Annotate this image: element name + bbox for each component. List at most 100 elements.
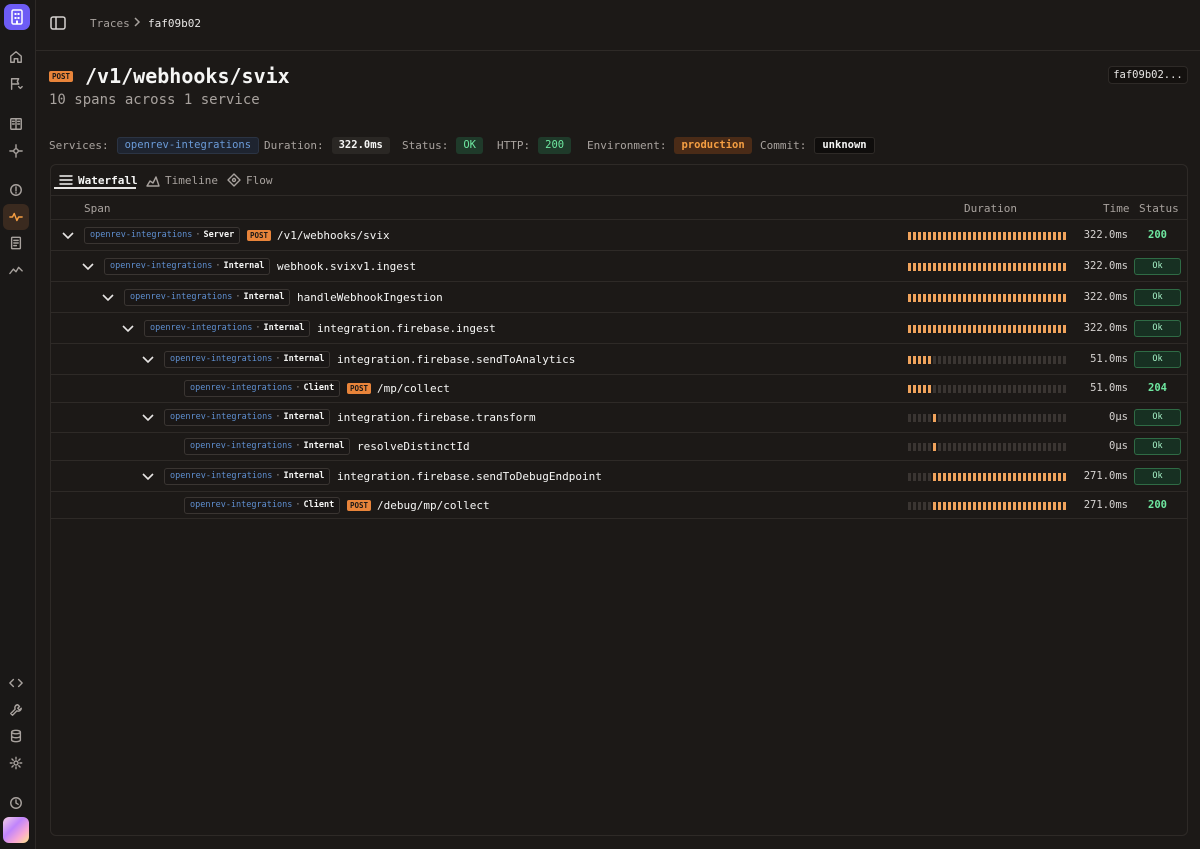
sidebar-toggle-icon[interactable] — [50, 16, 66, 30]
duration-bar-segment — [983, 325, 986, 333]
database-icon[interactable] — [6, 726, 26, 746]
duration-bar-segment — [958, 443, 961, 451]
duration-bar-segment — [913, 356, 916, 364]
duration-bar-segment — [1063, 356, 1066, 364]
span-row[interactable]: openrev-integrations · Internal webhook.svi… — [51, 251, 1187, 282]
duration-bar-segment — [978, 414, 981, 422]
flag-icon[interactable] — [6, 74, 26, 94]
span-row[interactable]: openrev-integrations · Client POST/debug/mp… — [51, 492, 1187, 519]
chevron-down-icon[interactable] — [141, 413, 155, 423]
tab-timeline[interactable]: Timeline — [146, 170, 218, 190]
duration-bar-segment — [923, 232, 926, 240]
environment-label: Environment: — [587, 139, 667, 152]
duration-bar-segment — [928, 385, 931, 393]
span-name: resolveDistinctId — [357, 440, 470, 453]
span-row[interactable]: openrev-integrations · Client POST/mp/colle… — [51, 375, 1187, 403]
duration-bar-segment — [1053, 502, 1056, 510]
trace-id-chip[interactable]: faf09b02... — [1108, 66, 1188, 84]
duration-bar-segment — [953, 325, 956, 333]
chevron-down-icon[interactable] — [61, 231, 75, 241]
chevron-down-icon[interactable] — [101, 293, 115, 303]
breadcrumb-traces[interactable]: Traces — [90, 17, 130, 30]
duration-bar-segment — [908, 414, 911, 422]
git-commit-icon[interactable] — [6, 141, 26, 161]
duration-bar-segment — [963, 414, 966, 422]
duration-bar-segment — [968, 232, 971, 240]
span-row[interactable]: openrev-integrations · Internal integration… — [51, 313, 1187, 344]
duration-bar-segment — [1008, 473, 1011, 481]
duration-bar-segment — [1023, 325, 1026, 333]
duration-bar-segment — [1048, 443, 1051, 451]
duration-bar-segment — [923, 473, 926, 481]
duration-bar-segment — [958, 294, 961, 302]
span-row[interactable]: openrev-integrations · Internal integration… — [51, 403, 1187, 433]
duration-bar-segment — [978, 294, 981, 302]
chevron-down-icon[interactable] — [141, 355, 155, 365]
http-chip: 200 — [538, 137, 572, 154]
duration-bar-segment — [923, 443, 926, 451]
span-row[interactable]: openrev-integrations · Server POST/v1/webho… — [51, 220, 1187, 251]
span-kind: Internal — [243, 292, 285, 302]
duration-bar-segment — [1008, 414, 1011, 422]
timeline-icon — [146, 176, 160, 187]
avatar[interactable] — [3, 817, 29, 843]
view-tabs: Waterfall Timeline Flow — [51, 165, 1187, 196]
tab-flow[interactable]: Flow — [227, 170, 273, 190]
code-icon[interactable] — [6, 673, 26, 693]
duration-bar-segment — [1063, 325, 1066, 333]
duration-bar-segment — [1008, 385, 1011, 393]
app-logo[interactable] — [4, 4, 30, 30]
service-chip: openrev-integrations · Internal — [124, 289, 291, 306]
column-status: Status — [1139, 202, 1179, 215]
duration-bar-segment — [1043, 232, 1046, 240]
home-icon[interactable] — [6, 47, 26, 67]
duration-bar-segment — [1038, 294, 1041, 302]
duration-bar-segment — [978, 263, 981, 271]
clock-icon[interactable] — [6, 793, 26, 813]
book-icon[interactable] — [6, 114, 26, 134]
span-status: Ok — [1134, 351, 1181, 368]
duration-bar-segment — [933, 325, 936, 333]
services-chip[interactable]: openrev-integrations — [116, 137, 260, 154]
span-row[interactable]: openrev-integrations · Internal handleWebho… — [51, 282, 1187, 313]
duration-bar-segment — [1043, 502, 1046, 510]
span-row[interactable]: openrev-integrations · Internal integration… — [51, 461, 1187, 492]
duration-bar-segment — [1013, 325, 1016, 333]
duration-bar-segment — [938, 443, 941, 451]
duration-bar-segment — [938, 232, 941, 240]
metrics-icon[interactable] — [6, 260, 26, 280]
duration-bar-segment — [1048, 356, 1051, 364]
service-name: openrev-integrations — [190, 383, 293, 393]
duration-bar-segment — [963, 473, 966, 481]
settings-icon[interactable] — [6, 753, 26, 773]
meta-http: HTTP: 200 — [497, 137, 572, 154]
chevron-down-icon[interactable] — [141, 472, 155, 482]
duration-bar-segment — [928, 414, 931, 422]
chevron-down-icon[interactable] — [81, 262, 95, 272]
tab-waterfall[interactable]: Waterfall — [59, 170, 138, 190]
duration-bar-segment — [938, 473, 941, 481]
duration-bar-segment — [928, 473, 931, 481]
logs-icon[interactable] — [6, 233, 26, 253]
duration-bar-segment — [928, 356, 931, 364]
chevron-down-icon[interactable] — [121, 324, 135, 334]
service-name: openrev-integrations — [170, 471, 273, 481]
duration-bar-segment — [983, 473, 986, 481]
duration-bar-segment — [1043, 356, 1046, 364]
duration-bar-segment — [1023, 502, 1026, 510]
duration-bar-segment — [1048, 294, 1051, 302]
wrench-icon[interactable] — [6, 700, 26, 720]
meta-duration: Duration: 322.0ms — [264, 137, 390, 154]
alert-circle-icon[interactable] — [6, 180, 26, 200]
duration-bar-segment — [978, 385, 981, 393]
duration-bar-segment — [1058, 294, 1061, 302]
duration-bar-segment — [998, 263, 1001, 271]
span-row[interactable]: openrev-integrations · Internal integration… — [51, 344, 1187, 375]
duration-bar-segment — [988, 473, 991, 481]
duration-bar-segment — [978, 356, 981, 364]
span-kind: Internal — [303, 441, 345, 451]
duration-bar-segment — [943, 325, 946, 333]
meta-environment: Environment: production — [587, 137, 752, 154]
activity-icon[interactable] — [3, 204, 29, 230]
span-row[interactable]: openrev-integrations · Internal resolveDist… — [51, 433, 1187, 461]
